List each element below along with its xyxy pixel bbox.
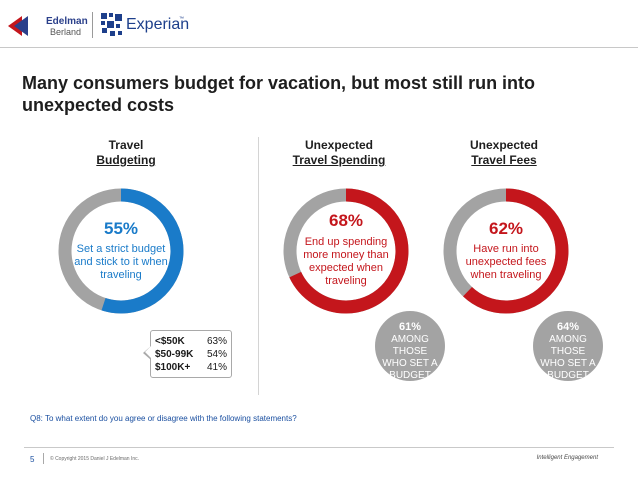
column-header-line2: Travel Fees <box>471 153 537 167</box>
donut-chart-fees <box>443 188 569 314</box>
column-header-spending: Unexpected Travel Spending <box>259 138 419 168</box>
edelman-wordmark: Edelman <box>46 16 88 27</box>
berland-wordmark: Berland <box>50 27 82 37</box>
bubble-text: AMONG <box>391 334 429 345</box>
donut-percent-label: 68% <box>328 211 364 230</box>
income-label: $50-99K <box>155 349 194 360</box>
bubble-text: BUDGET <box>389 370 431 381</box>
experian-trademark: ™ <box>179 16 184 22</box>
column-header-line2: Budgeting <box>96 153 156 167</box>
logo-area: Edelman Berland Experian ™ <box>8 8 248 42</box>
bubble-text: WHO SET A <box>382 358 438 369</box>
survey-question: Q8: To what extent do you agree or disag… <box>30 414 297 423</box>
donut-value-arc <box>443 188 569 314</box>
income-row: $100K+ 41% <box>155 361 227 374</box>
donut-description: End up spending more money than expected… <box>303 236 389 287</box>
column-header-budgeting: Travel Budgeting <box>46 138 206 168</box>
income-breakdown: <$50K 63% $50-99K 54% $100K+ 41% <box>145 330 232 378</box>
footer-divider <box>43 453 44 464</box>
copyright: © Copyright 2015 Daniel J Edelman Inc. <box>50 456 140 462</box>
income-value: 41% <box>206 362 227 373</box>
column-divider <box>258 137 259 395</box>
income-label: $100K+ <box>155 362 191 373</box>
column-header-line1: Unexpected <box>304 138 374 152</box>
experian-wordmark: Experian <box>126 16 190 33</box>
bubble-text: WHO SET A <box>540 358 596 369</box>
callout-arrow-inner <box>145 346 151 358</box>
donut-description: Have run into unexpected fees when trave… <box>465 243 547 281</box>
income-value: 54% <box>206 349 227 360</box>
donut-percent-label: 55% <box>103 219 139 238</box>
bubble-text: THOSE <box>392 346 428 357</box>
bubble-text: AMONG <box>549 334 587 345</box>
donut-description: Set a strict budget and stick to it when… <box>74 243 168 281</box>
budget-bubble: 64% AMONG THOSE WHO SET A BUDGET <box>533 311 603 381</box>
donut-chart-budgeting <box>58 188 184 314</box>
bottom-rule <box>24 447 614 448</box>
bubble-text: THOSE <box>550 346 586 357</box>
donut-chart-spending <box>283 188 409 314</box>
donut-percent-label: 62% <box>488 219 524 238</box>
edelman-logo-icon <box>8 16 28 36</box>
column-header-line2: Travel Spending <box>292 153 386 167</box>
experian-logo-icon <box>101 13 122 36</box>
page-number: 5 <box>30 455 35 464</box>
column-header-line1: Unexpected <box>469 138 539 152</box>
donut-value-arc <box>58 188 184 314</box>
income-label: <$50K <box>155 336 185 347</box>
bubble-percent: 61% <box>398 321 422 333</box>
budget-bubble: 61% AMONG THOSE WHO SET A BUDGET <box>375 311 445 381</box>
page-title: Many consumers budget for vacation, but … <box>22 73 536 115</box>
bubble-percent: 64% <box>556 321 580 333</box>
column-header-fees: Unexpected Travel Fees <box>424 138 584 168</box>
income-row: <$50K 63% <box>155 335 227 348</box>
donut-value-arc <box>283 188 409 314</box>
column-header-line1: Travel <box>108 138 144 152</box>
bubble-text: BUDGET <box>547 370 589 381</box>
income-value: 63% <box>206 336 227 347</box>
income-row: $50-99K 54% <box>155 348 227 361</box>
logo-divider <box>92 12 93 38</box>
tagline: Intelligent Engagement <box>536 455 598 461</box>
top-rule <box>0 47 638 48</box>
